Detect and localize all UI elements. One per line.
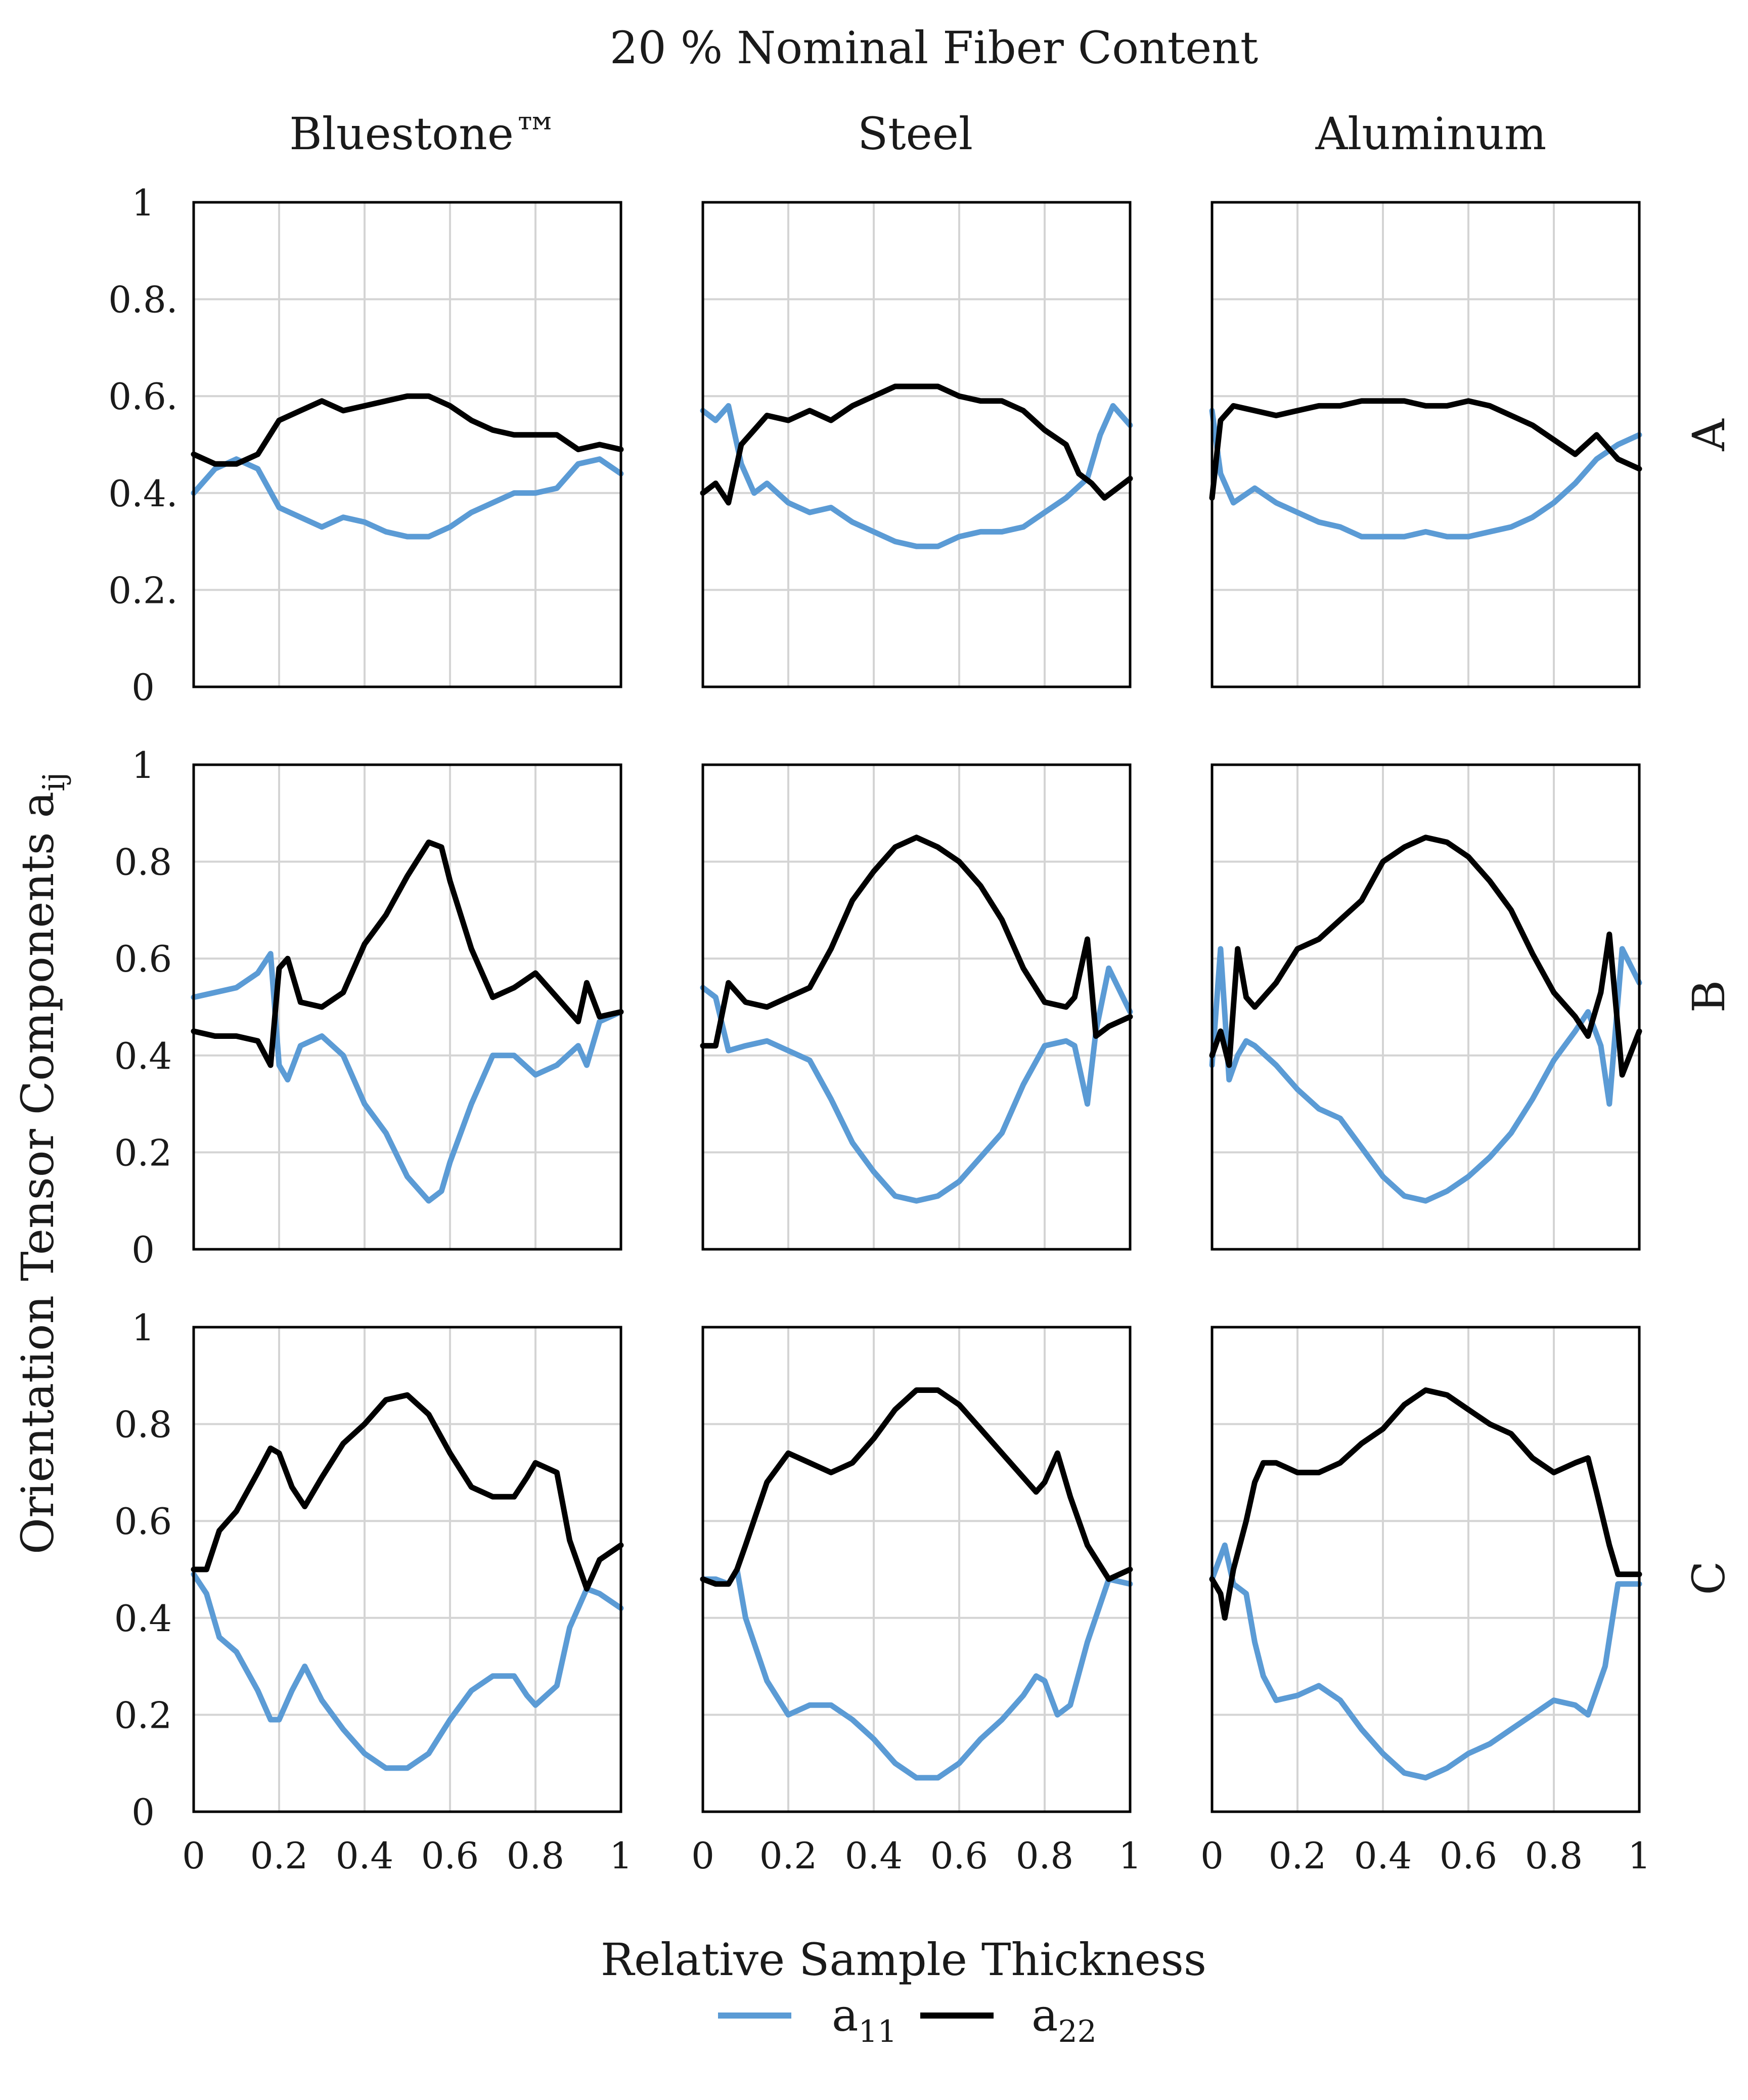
figure-title: 20 % Nominal Fiber Content [610,22,1259,74]
panel-C-bluestone: 0 0.2 0.4 0.6 0.8 1 0 0.2 0.4 0.6 0.8 1 [114,1306,633,1877]
y-tick-label: 0 [131,1229,155,1271]
panel-C-aluminum-line-a11 [1209,1542,1642,1781]
legend-a11-base: a [832,1989,858,2041]
panel-B-aluminum-line-a11 [1209,946,1642,1204]
panel-B-aluminum [1209,763,1642,1251]
panel-B-bluestone-line-a11 [191,951,624,1204]
legend: a11 a22 [718,1989,1097,2049]
x-tick-label: 0.2 [759,1834,818,1877]
x-tick-label: 0.8 [1016,1834,1074,1877]
y-tick-label: 0.6 [114,1500,172,1543]
x-tick-label: 0.4 [845,1834,903,1877]
panel-B-steel [700,763,1133,1251]
y-tick-label: 0.6 [114,938,172,980]
y-tick-label: 0.4 [114,1035,172,1077]
panel-B-bluestone: 0 0.2 0.4 0.6 0.8 1 [114,744,624,1271]
x-tick-label: 1 [609,1834,633,1877]
panel-B-bluestone-line-a22 [191,839,624,1068]
x-tick-label: 0.6 [421,1834,479,1877]
panel-C-steel-line-a11 [700,1566,1133,1781]
panel-B-bluestone-frame [192,763,622,1251]
panel-A-steel-line-a11 [700,403,1133,549]
y-axis-label: Orientation Tensor Components aij [12,772,72,1554]
y-tick-label: 0.6. [108,375,177,418]
y-tick-label: 1 [131,1306,155,1349]
panel-C-aluminum-frame [1211,1326,1641,1813]
x-tick-label: 0 [691,1834,714,1877]
row-label-C-wrap: C [1683,1561,1735,1595]
panel-C-steel-line-a22 [700,1387,1133,1587]
x-tick-label: 0.2 [1269,1834,1327,1877]
panel-C-bluestone-line-a22 [191,1392,624,1592]
y-tick-label: 0.8. [108,279,177,321]
panel-C-bluestone-frame [192,1326,622,1813]
legend-a11-label: a11 [832,1989,897,2049]
row-label-A-wrap: A [1683,418,1735,452]
row-label-C: C [1683,1561,1735,1595]
x-tick-label: 0.6 [1440,1834,1498,1877]
panel-A-bluestone-line-a11 [191,456,624,540]
panel-A-steel [700,201,1133,688]
y-tick-label: 0.2. [108,569,177,611]
y-axis-label-wrap: Orientation Tensor Components aij [12,772,72,1554]
panel-A-steel-line-a22 [700,383,1133,506]
panel-B-steel-line-a11 [700,965,1133,1204]
x-tick-label: 0 [1200,1834,1224,1877]
column-title-bluestone: Bluestone™ [289,108,558,160]
panel-B-aluminum-line-a22 [1209,835,1642,1078]
panel-A-bluestone-frame [192,201,622,688]
y-tick-label: 1 [131,744,155,786]
panel-A-steel-frame [701,201,1132,688]
x-tick-label: 1 [1628,1834,1651,1877]
panel-B-steel-frame [701,763,1132,1251]
panel-B-aluminum-frame [1211,763,1641,1251]
y-tick-label: 0.2 [114,1131,172,1174]
x-tick-label: 0.2 [250,1834,308,1877]
panel-C-bluestone-line-a11 [191,1571,624,1771]
y-tick-label: 0 [131,666,155,709]
x-tick-label: 0 [182,1834,205,1877]
x-tick-label: 0.6 [930,1834,989,1877]
panel-A-bluestone-line-a22 [191,393,624,467]
y-tick-label: 0.8 [114,841,172,884]
column-title-steel: Steel [858,108,973,160]
x-tick-label: 0.8 [1525,1834,1583,1877]
panel-A-aluminum-line-a11 [1209,408,1642,540]
x-tick-label: 0.4 [336,1834,394,1877]
y-tick-label: 0.2 [114,1694,172,1736]
row-label-B: B [1683,980,1735,1013]
y-tick-label: 1 [131,182,155,224]
y-tick-label: 0.8 [114,1404,172,1446]
legend-a22-base: a [1032,1989,1058,2041]
legend-a11-sub: 11 [858,2014,897,2049]
x-tick-label: 0.8 [507,1834,565,1877]
x-axis-label: Relative Sample Thickness [601,1934,1206,1986]
column-title-aluminum: Aluminum [1315,108,1547,160]
panel-C-steel: 0 0.2 0.4 0.6 0.8 1 [691,1326,1142,1877]
row-label-A: A [1683,418,1735,452]
x-tick-label: 1 [1118,1834,1142,1877]
panel-A-bluestone: 0 0.2. 0.4. 0.6. 0.8. 1 [108,182,624,709]
y-tick-label: 0 [131,1791,155,1833]
legend-a22-sub: 22 [1058,2014,1096,2049]
y-tick-label: 0.4. [108,472,177,515]
panel-A-aluminum-frame [1211,201,1641,688]
panels: 00.2.0.4.0.6.0.8.100.20.40.60.8100.20.40… [108,182,1651,1877]
y-axis-label-subscript: ij [36,772,72,792]
x-tick-label: 0.4 [1354,1834,1412,1877]
panel-A-aluminum [1209,201,1642,688]
y-tick-label: 0.4 [114,1597,172,1640]
panel-C-aluminum-line-a22 [1209,1387,1642,1621]
panel-C-aluminum: 0 0.2 0.4 0.6 0.8 1 [1200,1326,1651,1877]
y-axis-label-main: Orientation Tensor Components a [12,792,64,1554]
panel-A-aluminum-line-a22 [1209,398,1642,501]
row-label-B-wrap: B [1683,980,1735,1013]
panel-C-steel-frame [701,1326,1132,1813]
legend-a22-label: a22 [1032,1989,1097,2049]
panel-B-steel-line-a22 [700,835,1133,1049]
